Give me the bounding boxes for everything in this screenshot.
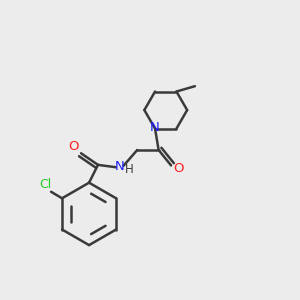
Text: H: H [124,163,133,176]
Text: N: N [150,121,159,134]
Text: O: O [173,162,184,175]
Text: O: O [68,140,78,153]
Text: N: N [115,160,124,173]
Text: Cl: Cl [39,178,51,190]
